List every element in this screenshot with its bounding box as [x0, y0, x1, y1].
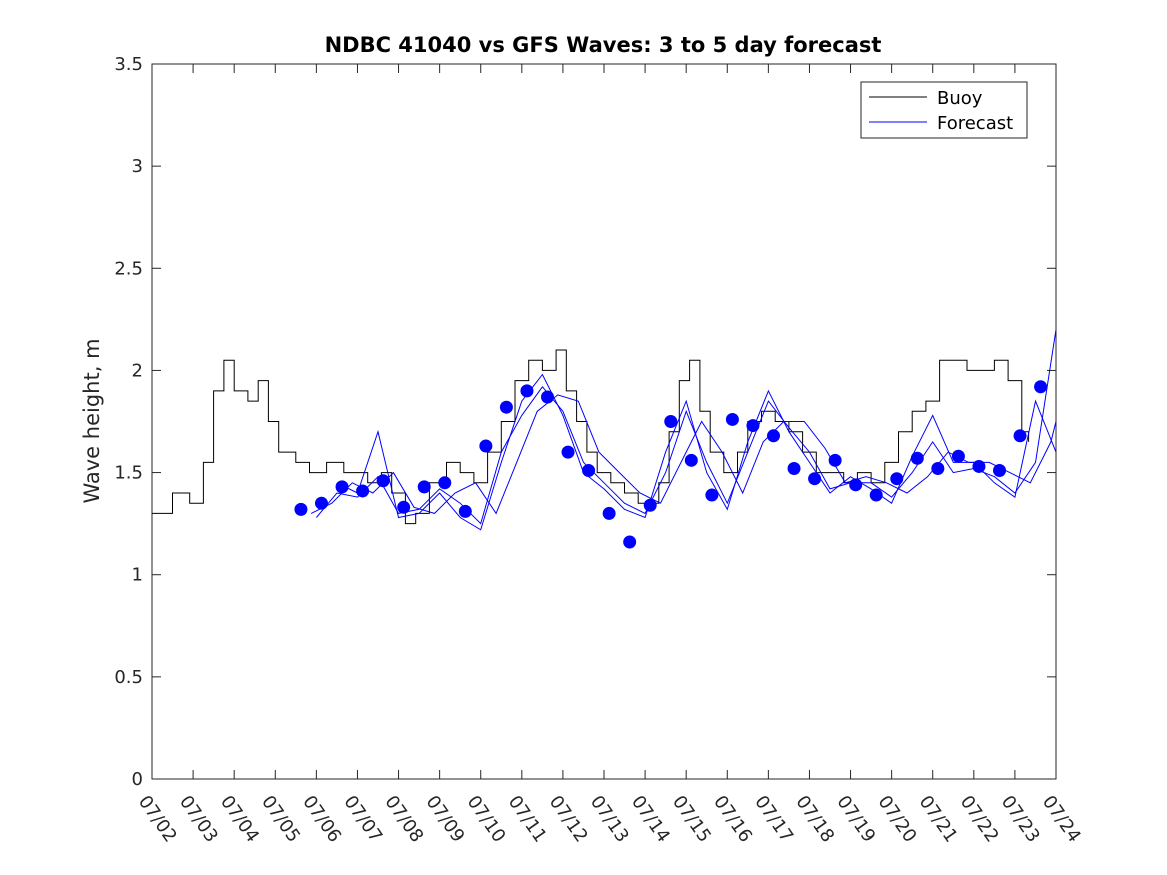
y-tick-label: 2 — [132, 360, 143, 381]
legend-box — [860, 81, 1028, 139]
forecast-point — [849, 478, 863, 492]
x-tick-label: 07/19 — [832, 792, 879, 847]
forecast-point — [767, 429, 780, 443]
x-tick-label: 07/24 — [1038, 792, 1085, 847]
x-tick-label: 07/04 — [216, 792, 263, 847]
y-tick-label: 3 — [132, 156, 143, 177]
forecast-point — [972, 459, 986, 473]
forecast-point — [602, 506, 616, 520]
forecast-point — [951, 449, 965, 463]
y-tick-label: 0.5 — [114, 667, 143, 688]
forecast-point — [1034, 380, 1048, 394]
forecast-point — [294, 502, 308, 516]
x-tick-label: 07/02 — [134, 792, 181, 847]
forecast-point — [397, 500, 411, 514]
x-tick-label: 07/13 — [586, 792, 633, 847]
forecast-line — [336, 373, 1057, 531]
x-tick-label: 07/10 — [463, 792, 510, 847]
x-tick-label: 07/18 — [791, 792, 838, 847]
forecast-point — [376, 474, 390, 488]
forecast-point — [458, 504, 472, 518]
forecast-point — [417, 480, 431, 494]
x-tick-label: 07/15 — [668, 792, 715, 847]
forecast-point — [623, 535, 637, 549]
forecast-point — [561, 445, 575, 459]
forecast-point — [890, 472, 904, 486]
legend-buoy-label: Buoy — [937, 88, 983, 109]
axes-box — [151, 63, 1057, 780]
forecast-point — [746, 419, 760, 433]
forecast-point — [910, 451, 924, 465]
forecast-point — [520, 384, 534, 398]
x-tick-label: 07/06 — [298, 792, 345, 847]
forecast-point — [582, 464, 596, 478]
forecast-point — [705, 488, 719, 502]
buoy-line — [152, 349, 1030, 525]
x-tick-label: 07/12 — [545, 792, 592, 847]
legend: Buoy Forecast — [860, 81, 1028, 139]
legend-forecast-label: Forecast — [937, 113, 1013, 134]
forecast-point — [479, 439, 493, 453]
forecast-point — [643, 498, 657, 512]
chart-title: NDBC 41040 vs GFS Waves: 3 to 5 day fore… — [325, 33, 882, 57]
forecast-point — [438, 476, 452, 490]
x-tick-label: 07/22 — [956, 792, 1003, 847]
x-tick-label: 07/21 — [915, 792, 962, 847]
forecast-point — [664, 415, 678, 428]
forecast-point — [541, 390, 554, 404]
y-tick-label: 1.5 — [114, 463, 143, 484]
x-tick-label: 07/23 — [997, 792, 1044, 847]
plot-area: 00.511.522.533.507/0207/0307/0407/0507/0… — [114, 54, 1085, 846]
x-tick-label: 07/16 — [709, 792, 756, 847]
y-tick-label: 0 — [132, 769, 143, 790]
x-tick-label: 07/11 — [504, 792, 551, 847]
forecast-point — [931, 461, 945, 475]
x-tick-label: 07/17 — [750, 792, 797, 847]
forecast-point — [869, 488, 883, 502]
forecast-point — [315, 496, 328, 510]
forecast-point — [356, 484, 370, 498]
forecast-line — [310, 394, 1057, 515]
x-tick-label: 07/09 — [422, 792, 469, 847]
forecast-point — [725, 412, 739, 426]
x-tick-label: 07/05 — [257, 792, 304, 847]
x-tick-label: 07/14 — [627, 792, 674, 847]
y-tick-label: 1 — [132, 565, 143, 586]
x-tick-label: 07/07 — [339, 792, 386, 847]
y-tick-label: 2.5 — [114, 258, 143, 279]
y-tick-label: 3.5 — [114, 54, 143, 75]
x-tick-label: 07/08 — [380, 792, 427, 847]
y-axis-label: Wave height, m — [80, 338, 104, 503]
x-tick-label: 07/03 — [175, 792, 222, 847]
forecast-point — [828, 453, 842, 467]
forecast-point — [787, 461, 801, 475]
x-tick-label: 07/20 — [874, 792, 921, 847]
forecast-point — [808, 472, 822, 486]
forecast-point — [499, 400, 513, 414]
forecast-point — [993, 464, 1006, 478]
forecast-point — [335, 480, 349, 494]
forecast-point — [1013, 429, 1027, 443]
forecast-point — [684, 453, 698, 467]
forecast-line — [316, 329, 1057, 525]
